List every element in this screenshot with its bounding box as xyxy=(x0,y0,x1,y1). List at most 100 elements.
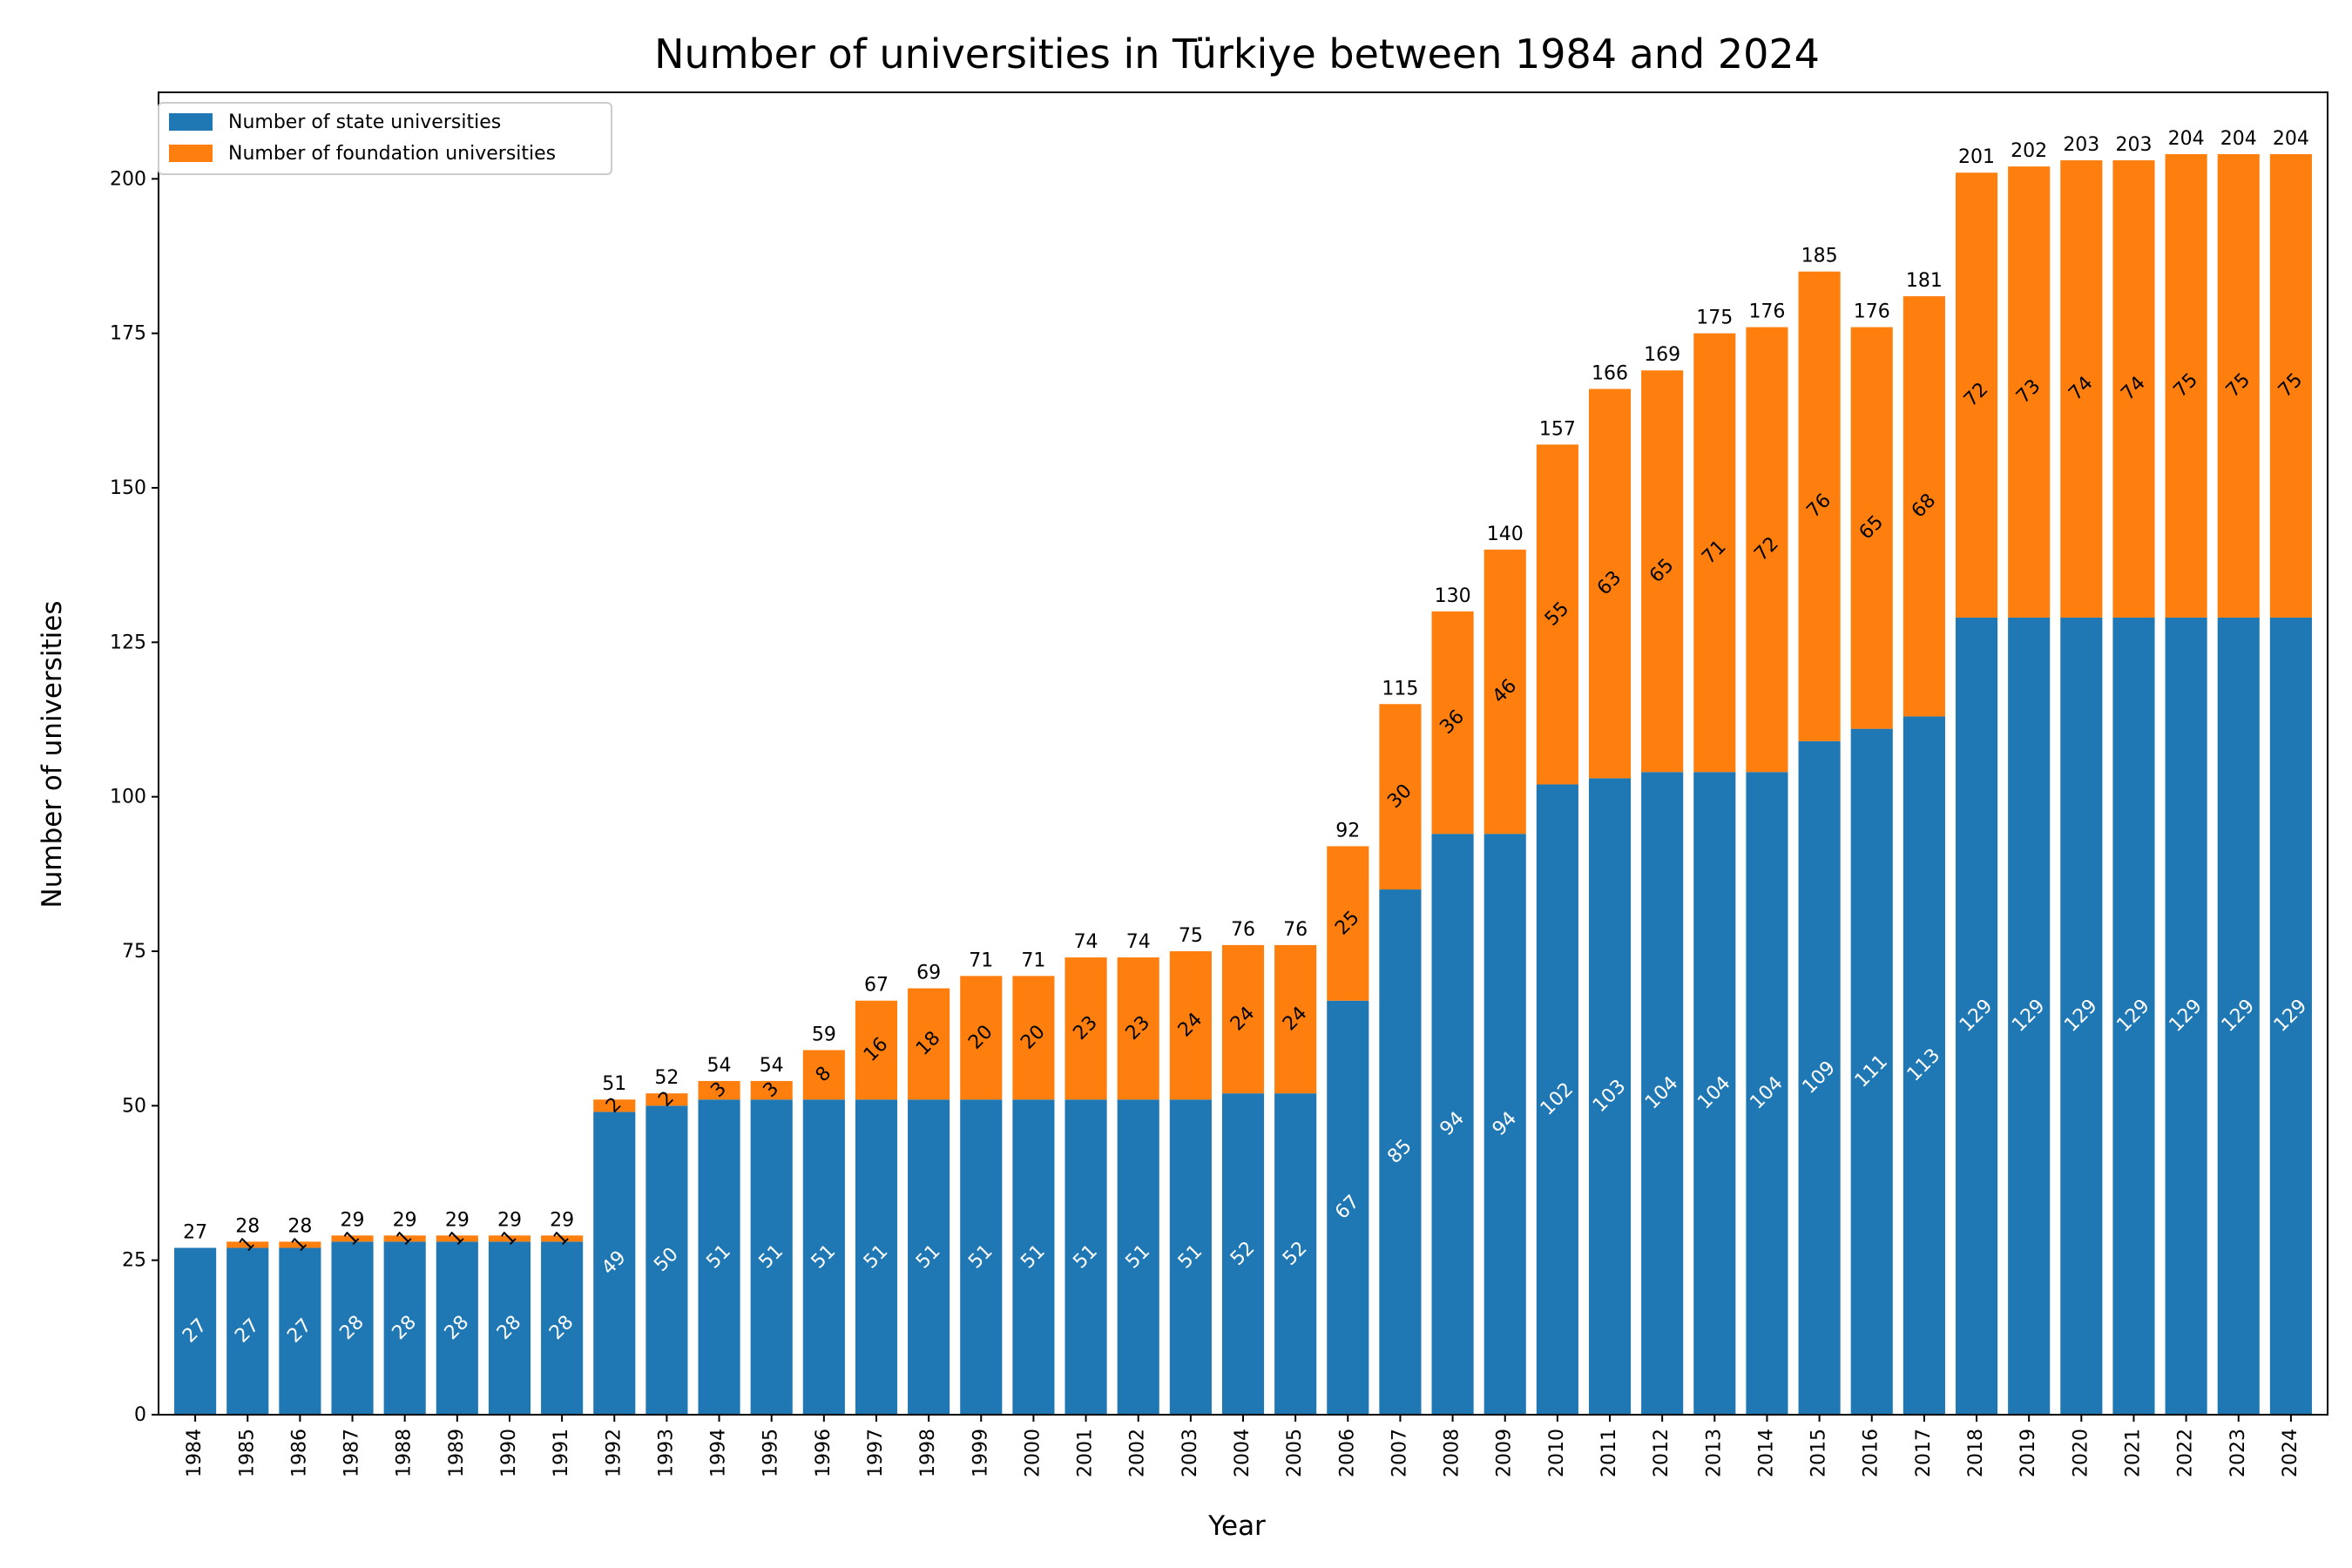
foundation-bar-2001 xyxy=(1064,957,1107,1100)
foundation-bar-2006 xyxy=(1327,846,1369,1001)
state-bar-1990 xyxy=(488,1241,531,1415)
chart-title: Number of universities in Türkiye betwee… xyxy=(654,30,1820,78)
total-label-2007: 115 xyxy=(1382,678,1418,700)
state-bar-2012 xyxy=(1641,772,1684,1415)
foundation-bar-2016 xyxy=(1850,327,1893,729)
total-label-2010: 157 xyxy=(1539,418,1576,440)
foundation-bar-1994 xyxy=(698,1080,740,1100)
state-bar-2014 xyxy=(1746,772,1788,1415)
foundation-bar-2011 xyxy=(1588,389,1632,779)
state-bar-1996 xyxy=(802,1099,845,1415)
y-tick-label: 50 xyxy=(122,1095,146,1117)
foundation-bar-2012 xyxy=(1641,370,1684,773)
state-bar-2004 xyxy=(1221,1093,1265,1415)
total-label-1991: 29 xyxy=(550,1209,574,1231)
state-bar-2016 xyxy=(1850,728,1893,1415)
x-tick-label: 2011 xyxy=(1598,1429,1620,1477)
x-tick-label: 1995 xyxy=(760,1429,782,1477)
foundation-bar-2005 xyxy=(1274,944,1317,1094)
state-bar-1985 xyxy=(226,1247,269,1415)
total-label-2003: 75 xyxy=(1179,925,1203,947)
x-tick-label: 1991 xyxy=(551,1429,572,1477)
x-tick-label: 2008 xyxy=(1442,1429,1463,1477)
x-tick-label: 1994 xyxy=(708,1429,730,1477)
x-tick-label: 1999 xyxy=(970,1429,991,1477)
x-tick-label: 2017 xyxy=(1913,1429,1935,1477)
x-tick-label: 1984 xyxy=(184,1429,206,1477)
x-tick-label: 2002 xyxy=(1127,1429,1149,1477)
state-bar-2013 xyxy=(1693,772,1736,1415)
state-bar-2006 xyxy=(1327,1000,1369,1415)
total-label-2004: 76 xyxy=(1231,919,1255,941)
total-label-1998: 69 xyxy=(916,963,941,984)
y-tick-label: 75 xyxy=(122,941,146,963)
x-tick-label: 1998 xyxy=(917,1429,939,1477)
x-tick-label: 1992 xyxy=(603,1429,625,1477)
foundation-bar-2014 xyxy=(1746,327,1788,773)
x-tick-label: 2023 xyxy=(2227,1429,2249,1477)
state-bar-1989 xyxy=(436,1241,478,1415)
state-bar-1999 xyxy=(960,1099,1003,1415)
foundation-bar-2023 xyxy=(2217,153,2260,618)
foundation-bar-1988 xyxy=(383,1235,426,1242)
state-bar-2002 xyxy=(1117,1099,1159,1415)
y-axis-label: Number of universities xyxy=(37,601,68,909)
state-bar-2024 xyxy=(2269,617,2312,1415)
total-label-1985: 28 xyxy=(235,1215,260,1237)
state-bar-1992 xyxy=(593,1112,636,1415)
total-label-2000: 71 xyxy=(1021,950,1045,971)
foundation-bar-1986 xyxy=(279,1241,321,1248)
x-tick-label: 1987 xyxy=(341,1429,363,1477)
foundation-bar-1991 xyxy=(541,1235,584,1242)
state-bar-2007 xyxy=(1379,889,1422,1415)
foundation-bar-2021 xyxy=(2112,160,2155,618)
foundation-bar-2017 xyxy=(1903,296,1945,717)
total-label-2023: 204 xyxy=(2220,128,2257,150)
total-label-1988: 29 xyxy=(393,1209,417,1231)
x-tick-label: 1986 xyxy=(288,1429,310,1477)
x-tick-label: 2016 xyxy=(1861,1429,1882,1477)
x-tick-label: 1988 xyxy=(394,1429,416,1477)
x-tick-label: 2021 xyxy=(2122,1429,2144,1477)
total-label-1995: 54 xyxy=(760,1055,784,1077)
x-tick-label: 1996 xyxy=(813,1429,835,1477)
total-label-1996: 59 xyxy=(812,1024,836,1045)
foundation-bar-2019 xyxy=(2008,166,2051,618)
y-tick-label: 125 xyxy=(110,632,146,653)
x-tick-label: 2004 xyxy=(1232,1429,1254,1477)
x-tick-label: 2020 xyxy=(2070,1429,2092,1477)
state-bar-1991 xyxy=(541,1241,584,1415)
state-bar-2005 xyxy=(1274,1093,1317,1415)
total-label-1993: 52 xyxy=(654,1067,679,1089)
foundation-bar-2018 xyxy=(1955,172,1998,618)
total-label-2005: 76 xyxy=(1283,919,1308,941)
total-label-2018: 201 xyxy=(1958,146,1995,168)
state-bar-2010 xyxy=(1536,784,1578,1415)
x-tick-label: 2006 xyxy=(1336,1429,1358,1477)
total-label-1987: 29 xyxy=(341,1209,365,1231)
total-label-2001: 74 xyxy=(1074,931,1098,953)
state-bar-1997 xyxy=(855,1099,898,1415)
state-bar-1986 xyxy=(279,1247,321,1415)
total-label-1989: 29 xyxy=(445,1209,470,1231)
total-label-2019: 202 xyxy=(2011,140,2047,162)
x-tick-label: 1993 xyxy=(655,1429,677,1477)
state-bar-2017 xyxy=(1903,716,1945,1415)
foundation-bar-1985 xyxy=(226,1241,269,1248)
x-tick-label: 2007 xyxy=(1389,1429,1410,1477)
state-bar-2011 xyxy=(1588,778,1632,1415)
foundation-bar-2004 xyxy=(1221,944,1265,1094)
total-label-2013: 175 xyxy=(1696,308,1733,329)
x-tick-label: 2024 xyxy=(2280,1429,2301,1477)
x-tick-label: 1985 xyxy=(236,1429,258,1477)
total-label-2012: 169 xyxy=(1644,344,1680,366)
foundation-bar-1989 xyxy=(436,1235,478,1242)
foundation-bar-2013 xyxy=(1693,333,1736,773)
x-tick-label: 2009 xyxy=(1494,1429,1516,1477)
total-label-2009: 140 xyxy=(1487,524,1524,545)
y-tick-label: 0 xyxy=(134,1404,146,1426)
x-tick-label: 2010 xyxy=(1546,1429,1568,1477)
state-bar-2021 xyxy=(2112,617,2155,1415)
x-tick-label: 2001 xyxy=(1075,1429,1097,1477)
